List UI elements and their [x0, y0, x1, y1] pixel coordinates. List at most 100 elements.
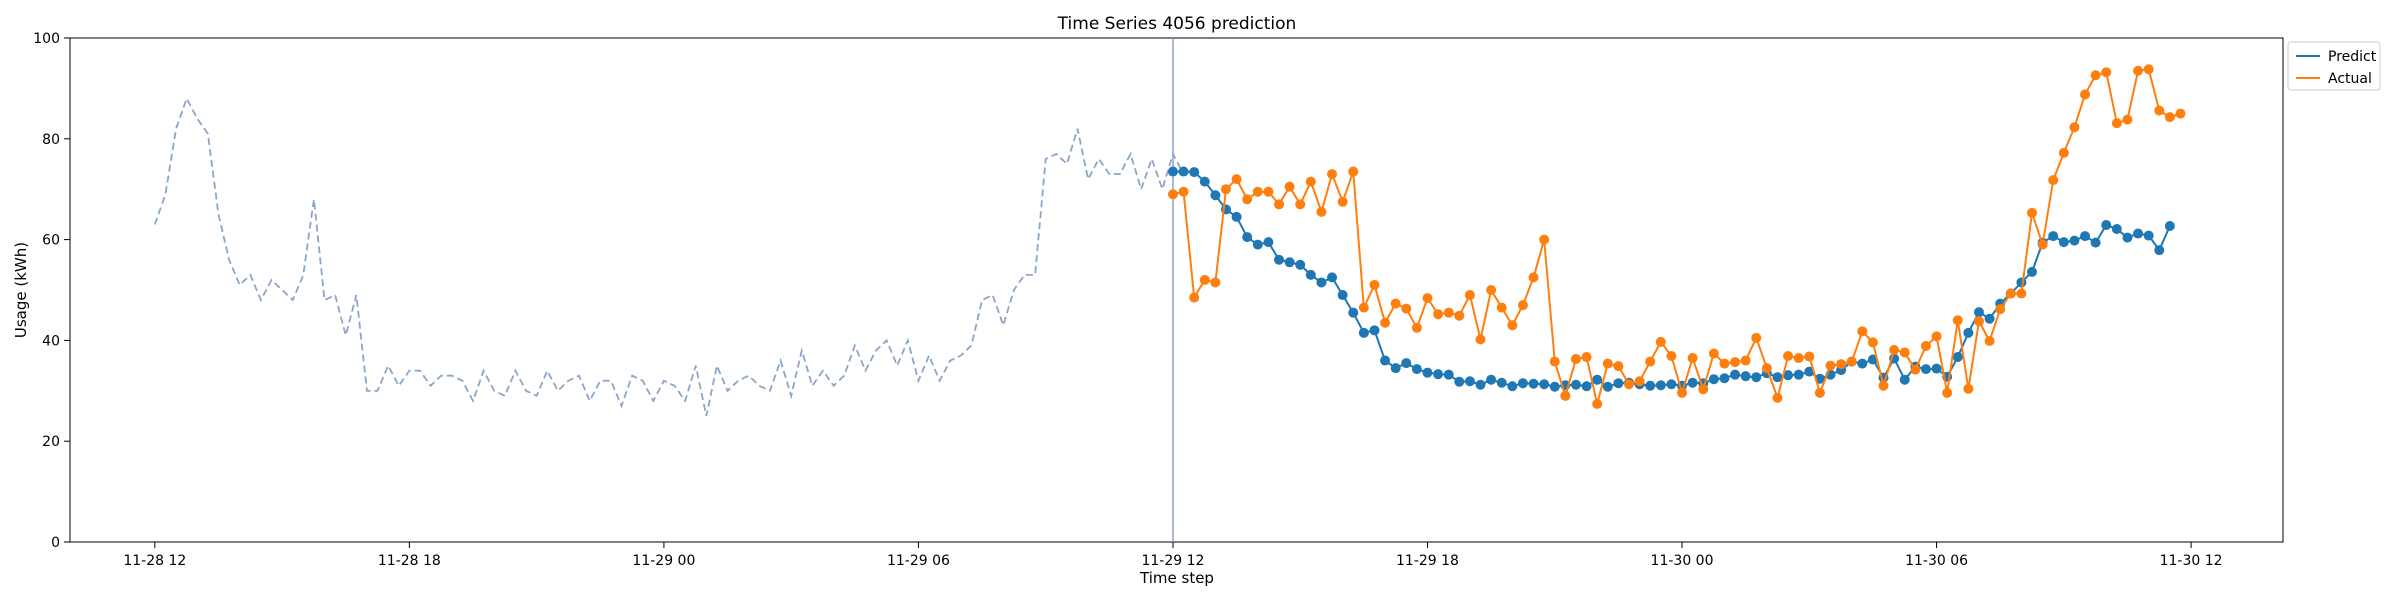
- predict-point: [1687, 377, 1698, 388]
- actual-point: [1666, 351, 1677, 362]
- predict-point: [1528, 378, 1539, 389]
- actual-point: [2154, 105, 2165, 116]
- actual-point: [1899, 347, 1910, 358]
- actual-point: [1783, 351, 1794, 362]
- predict-point: [1486, 374, 1497, 385]
- predict-point: [2133, 228, 2144, 239]
- actual-point: [1655, 336, 1666, 347]
- predict-point: [1242, 232, 1253, 243]
- actual-point: [1836, 359, 1847, 370]
- actual-point: [2037, 239, 2048, 250]
- actual-point: [2164, 112, 2175, 123]
- predict-point: [1549, 381, 1560, 392]
- actual-point: [1263, 186, 1274, 197]
- actual-point: [1507, 320, 1518, 331]
- predict-point: [1793, 369, 1804, 380]
- predict-point: [1337, 290, 1348, 301]
- actual-point: [1984, 335, 1995, 346]
- actual-point: [1549, 356, 1560, 367]
- predict-point: [1751, 372, 1762, 383]
- predict-point: [1401, 358, 1412, 369]
- predict-point: [1475, 379, 1486, 390]
- actual-point: [2080, 89, 2091, 100]
- predict-point: [2122, 232, 2133, 243]
- predict-point: [1210, 190, 1221, 201]
- x-tick-label: 11-29 12: [1141, 553, 1204, 569]
- actual-point: [1475, 334, 1486, 345]
- chart-title: Time Series 4056 prediction: [1057, 14, 1297, 34]
- actual-point: [1252, 186, 1263, 197]
- predict-point: [1740, 371, 1751, 382]
- actual-point: [1295, 199, 1306, 210]
- actual-point: [1698, 384, 1709, 395]
- predict-point: [1390, 363, 1401, 374]
- actual-point: [1920, 340, 1931, 351]
- actual-point: [1730, 357, 1741, 368]
- predict-point: [1443, 369, 1454, 380]
- predict-point: [1783, 370, 1794, 381]
- actual-point: [1952, 315, 1963, 326]
- actual-point: [1274, 199, 1285, 210]
- predict-point: [1952, 352, 1963, 363]
- x-tick-label: 11-30 00: [1651, 553, 1714, 569]
- actual-point: [1570, 354, 1581, 365]
- actual-point: [1210, 277, 1221, 288]
- predict-point: [1973, 307, 1984, 318]
- predict-point: [2164, 220, 2175, 231]
- actual-point: [1178, 186, 1189, 197]
- predict-point: [2069, 235, 2080, 246]
- actual-point: [1602, 358, 1613, 369]
- predict-point: [2048, 231, 2059, 242]
- actual-point: [1348, 166, 1359, 177]
- actual-point: [2143, 64, 2154, 75]
- predict-point: [1464, 376, 1475, 387]
- actual-point: [1401, 303, 1412, 314]
- predict-point: [1433, 369, 1444, 380]
- actual-point: [1316, 206, 1327, 217]
- actual-point: [1963, 383, 1974, 394]
- x-tick-label: 11-30 06: [1905, 553, 1968, 569]
- actual-point: [2111, 118, 2122, 129]
- actual-point: [2005, 288, 2016, 299]
- legend-label-actual: Actual: [2328, 71, 2372, 87]
- y-tick-label: 60: [42, 233, 60, 249]
- predict-point: [1358, 327, 1369, 338]
- actual-point: [1973, 316, 1984, 327]
- predict-point: [1507, 381, 1518, 392]
- actual-point: [1167, 189, 1178, 200]
- actual-point: [1220, 184, 1231, 195]
- actual-point: [1867, 337, 1878, 348]
- actual-point: [2016, 288, 2027, 299]
- y-axis-label: Usage (kWh): [12, 242, 30, 338]
- actual-point: [1443, 307, 1454, 318]
- actual-point: [1804, 351, 1815, 362]
- x-tick-label: 11-28 12: [123, 553, 186, 569]
- predict-point: [2111, 224, 2122, 235]
- x-tick-label: 11-29 06: [887, 553, 950, 569]
- predict-point: [1539, 379, 1550, 390]
- actual-point: [2175, 108, 2186, 119]
- predict-point: [1327, 272, 1338, 283]
- actual-point: [1857, 326, 1868, 337]
- actual-point: [1592, 398, 1603, 409]
- actual-point: [1995, 304, 2006, 315]
- actual-point: [1539, 234, 1550, 245]
- x-tick-label: 11-28 18: [378, 553, 441, 569]
- actual-point: [1645, 356, 1656, 367]
- history-line: [153, 96, 1185, 417]
- predict-point: [1570, 379, 1581, 390]
- predict-point: [1613, 378, 1624, 389]
- y-tick-label: 0: [51, 535, 60, 551]
- actual-point: [1910, 364, 1921, 375]
- legend-label-predict: Predict: [2328, 49, 2377, 65]
- x-tick-label: 11-29 00: [632, 553, 695, 569]
- predict-point: [1411, 364, 1422, 375]
- predict-point: [1857, 358, 1868, 369]
- x-axis-label: Time step: [1139, 569, 1214, 587]
- predict-point: [1804, 366, 1815, 377]
- predict-point: [1316, 277, 1327, 288]
- actual-point: [1411, 322, 1422, 333]
- actual-point: [1242, 194, 1253, 205]
- predict-point: [1422, 367, 1433, 378]
